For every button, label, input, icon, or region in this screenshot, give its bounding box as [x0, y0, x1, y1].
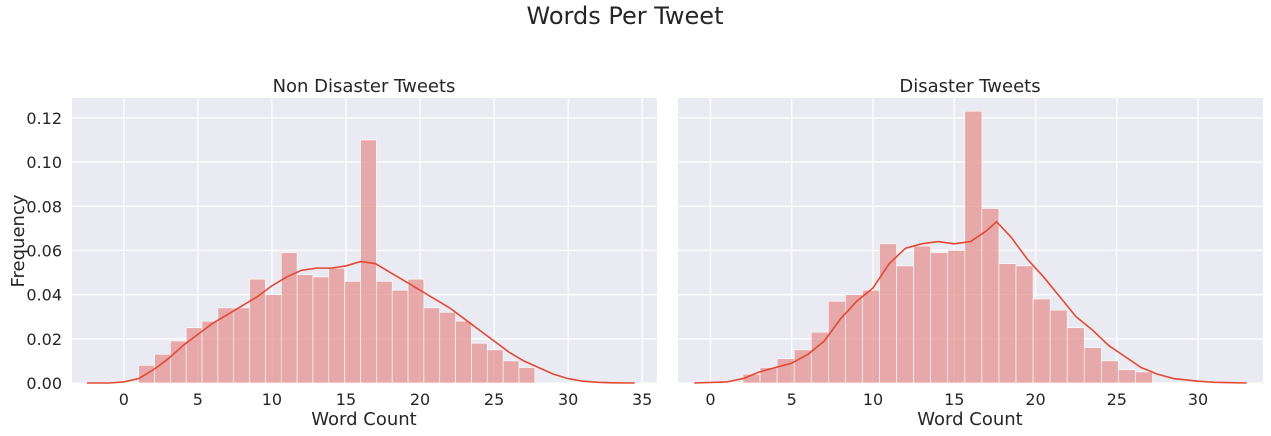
x-tick-label: 0: [119, 390, 129, 409]
histogram-bar: [249, 278, 266, 384]
x-tick-label: 25: [484, 390, 504, 409]
histogram-bar: [828, 300, 846, 384]
histogram-bar: [185, 327, 203, 384]
histogram-bar: [312, 276, 330, 384]
x-tick-label: 5: [193, 390, 203, 409]
histogram-bar: [1101, 360, 1119, 384]
histogram-bar: [376, 281, 393, 384]
x-tick-label: 15: [336, 390, 356, 409]
y-tick-label: 0.10: [26, 153, 62, 172]
histogram-bar: [1118, 369, 1136, 384]
histogram-bar: [391, 289, 409, 384]
x-tick-label: 10: [863, 390, 883, 409]
histogram-bar: [930, 252, 949, 384]
panel-non-disaster: 0 5 10 15 20 25 30 35 0.000.020.040.060.080.100…: [8, 76, 657, 430]
x-tick-labels: 0 5 10 15 20 25 30 35: [119, 390, 653, 409]
histogram-bar: [1032, 298, 1051, 384]
histogram-bar: [845, 294, 863, 384]
x-tick-label: 0: [705, 390, 715, 409]
histogram-bar: [502, 360, 520, 384]
histogram-bar: [170, 340, 187, 384]
histogram-bar: [471, 342, 488, 384]
histogram-bar: [964, 110, 983, 384]
histogram-bar: [423, 307, 441, 384]
histogram-bar: [896, 265, 914, 384]
histogram-bar: [407, 278, 425, 384]
x-tick-label: 35: [632, 390, 652, 409]
histogram-bar: [265, 294, 282, 384]
y-tick-label: 0.08: [26, 197, 62, 216]
kde-line: [86, 260, 635, 384]
histogram-bar: [455, 320, 472, 384]
histogram-bar: [486, 349, 504, 384]
x-tick-label: 20: [1025, 390, 1045, 409]
histogram-bar: [793, 349, 812, 384]
panel-disaster: 0 5 10 15 20 25 30 Disaster Tweets Word Count: [678, 76, 1263, 430]
histogram-bar: [981, 208, 1000, 384]
histogram-bar: [1135, 371, 1153, 384]
histogram-bar: [233, 307, 250, 384]
x-tick-label: 30: [1188, 390, 1208, 409]
x-axis-label: Word Count: [917, 409, 1022, 430]
figure-title: Words Per Tweet: [527, 2, 724, 30]
histogram-bar: [1049, 309, 1068, 384]
histogram-bar: [1066, 327, 1085, 384]
histogram-bars: [742, 110, 1153, 384]
kde-line: [694, 220, 1247, 384]
x-axis-label: Word Count: [311, 409, 416, 430]
x-tick-label: 15: [944, 390, 964, 409]
histogram-bar: [998, 263, 1017, 384]
histogram-bar: [344, 281, 361, 384]
x-tick-labels: 0 5 10 15 20 25 30: [705, 390, 1208, 409]
histogram-bar: [947, 250, 966, 384]
y-tick-label: 0.12: [26, 109, 62, 128]
histogram-bar: [296, 274, 314, 384]
histogram-bar: [280, 252, 298, 384]
y-tick-label: 0.00: [26, 374, 62, 393]
panel-title: Disaster Tweets: [899, 76, 1040, 97]
y-tick-label: 0.04: [26, 286, 62, 305]
y-tick-labels: 0.00 0.02 0.04 0.06 0.08 0.10 0.12: [26, 109, 62, 393]
histogram-bar: [518, 367, 536, 384]
x-tick-label: 25: [1107, 390, 1127, 409]
x-tick-label: 20: [410, 390, 430, 409]
y-tick-label: 0.02: [26, 330, 62, 349]
x-tick-label: 10: [262, 390, 282, 409]
histogram-bar: [862, 289, 880, 384]
histogram-bar: [1015, 265, 1034, 384]
panel-title: Non Disaster Tweets: [273, 76, 456, 97]
histogram-bar: [439, 312, 456, 384]
y-axis-label: Frequency: [8, 194, 29, 287]
x-tick-label: 5: [787, 390, 797, 409]
y-tick-label: 0.06: [26, 241, 62, 260]
x-tick-label: 30: [558, 390, 578, 409]
histogram-bar: [913, 245, 931, 384]
histogram-bar: [328, 267, 345, 384]
histogram-bar: [1083, 347, 1102, 384]
